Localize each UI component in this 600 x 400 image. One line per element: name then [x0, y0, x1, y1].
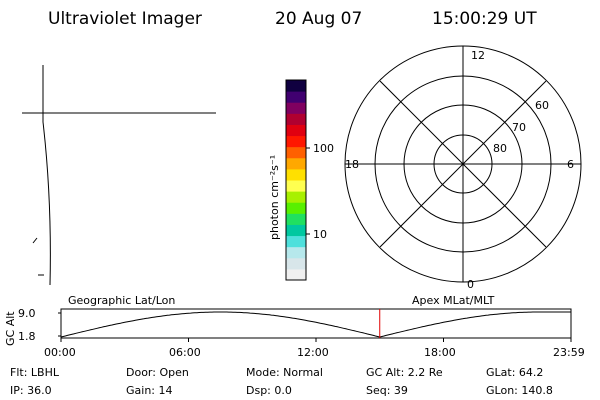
colorbar-cell [286, 91, 306, 103]
timeline-ylabel: GC Alt [4, 311, 17, 346]
colorbar-unit-label: photon cm⁻²s⁻¹ [268, 155, 281, 240]
colorbar-cell [286, 235, 306, 248]
polar-label-12: 12 [471, 49, 485, 62]
colorbar-frame [285, 79, 307, 281]
colorbar-cell [286, 113, 306, 125]
colorbar-cell [286, 135, 306, 148]
status-filter: Flt: LBHL [10, 366, 60, 379]
polar-diagonal-2 [379, 80, 547, 248]
limb-edge [42, 121, 51, 286]
timeline-xtick-label-4: 23:59 [553, 346, 585, 359]
timeline-left-label: Geographic Lat/Lon [68, 294, 175, 307]
timeline-panel: Geographic Lat/Lon Apex MLat/MLT 9.0 1.8… [4, 294, 585, 359]
status-mode: Mode: Normal [246, 366, 323, 379]
timeline-xticks [60, 338, 572, 342]
observation-time: 15:00:29 UT [432, 9, 537, 29]
status-glat: GLat: 64.2 [486, 366, 543, 379]
colorbar-cell [286, 246, 306, 259]
colorbar-cell [286, 168, 306, 181]
polar-lat-label-60: 60 [535, 99, 549, 112]
polar-label-0: 0 [467, 278, 474, 291]
colorbar-cell [286, 202, 306, 214]
colorbar-cell [286, 224, 306, 237]
colorbar-cell [286, 268, 306, 281]
polar-label-6: 6 [567, 158, 574, 171]
colorbar-cell [286, 80, 306, 92]
timeline-frame [60, 308, 572, 339]
colorbar-cell [286, 146, 306, 159]
colorbar-cell [286, 157, 306, 170]
polar-lat-label-70: 70 [512, 121, 526, 134]
colorbar-cell [286, 180, 306, 192]
timeline-xtick-label-0: 00:00 [44, 346, 76, 359]
timeline-ytick-label-high: 9.0 [18, 307, 36, 320]
status-gain: Gain: 14 [126, 384, 173, 397]
status-ip: IP: 36.0 [10, 384, 52, 397]
status-block: Flt: LBHL Door: Open Mode: Normal GC Alt… [10, 366, 553, 397]
status-seq: Seq: 39 [366, 384, 408, 397]
colorbar-tick-label-100: 100 [313, 142, 334, 155]
polar-plot: 12 6 0 18 60 70 80 [344, 45, 582, 291]
colorbar-cell [286, 213, 306, 225]
status-door: Door: Open [126, 366, 189, 379]
colorbar-cell [286, 102, 306, 114]
colorbar-cell [286, 257, 306, 270]
colorbar-cells [286, 80, 306, 281]
instrument-title: Ultraviolet Imager [48, 9, 202, 29]
status-dsp: Dsp: 0.0 [246, 384, 292, 397]
timeline-xtick-label-1: 06:00 [169, 346, 201, 359]
observation-date: 20 Aug 07 [275, 9, 362, 29]
polar-lat-label-80: 80 [493, 142, 507, 155]
timeline-xtick-label-2: 12:00 [297, 346, 329, 359]
timeline-right-label: Apex MLat/MLT [412, 294, 495, 307]
timeline-xtick-label-3: 18:00 [424, 346, 456, 359]
colorbar: 100 10 photon cm⁻²s⁻¹ [268, 79, 334, 281]
orbit-altitude-curve [60, 311, 571, 338]
polar-label-18: 18 [345, 158, 359, 171]
colorbar-cell [286, 191, 306, 203]
limb-tick-1 [32, 237, 38, 244]
image-panel [22, 65, 216, 286]
status-glon: GLon: 140.8 [486, 384, 553, 397]
colorbar-cell [286, 124, 306, 137]
colorbar-tick-label-10: 10 [313, 228, 327, 241]
timeline-ytick-label-low: 1.8 [18, 330, 36, 343]
status-gc-alt: GC Alt: 2.2 Re [366, 366, 443, 379]
